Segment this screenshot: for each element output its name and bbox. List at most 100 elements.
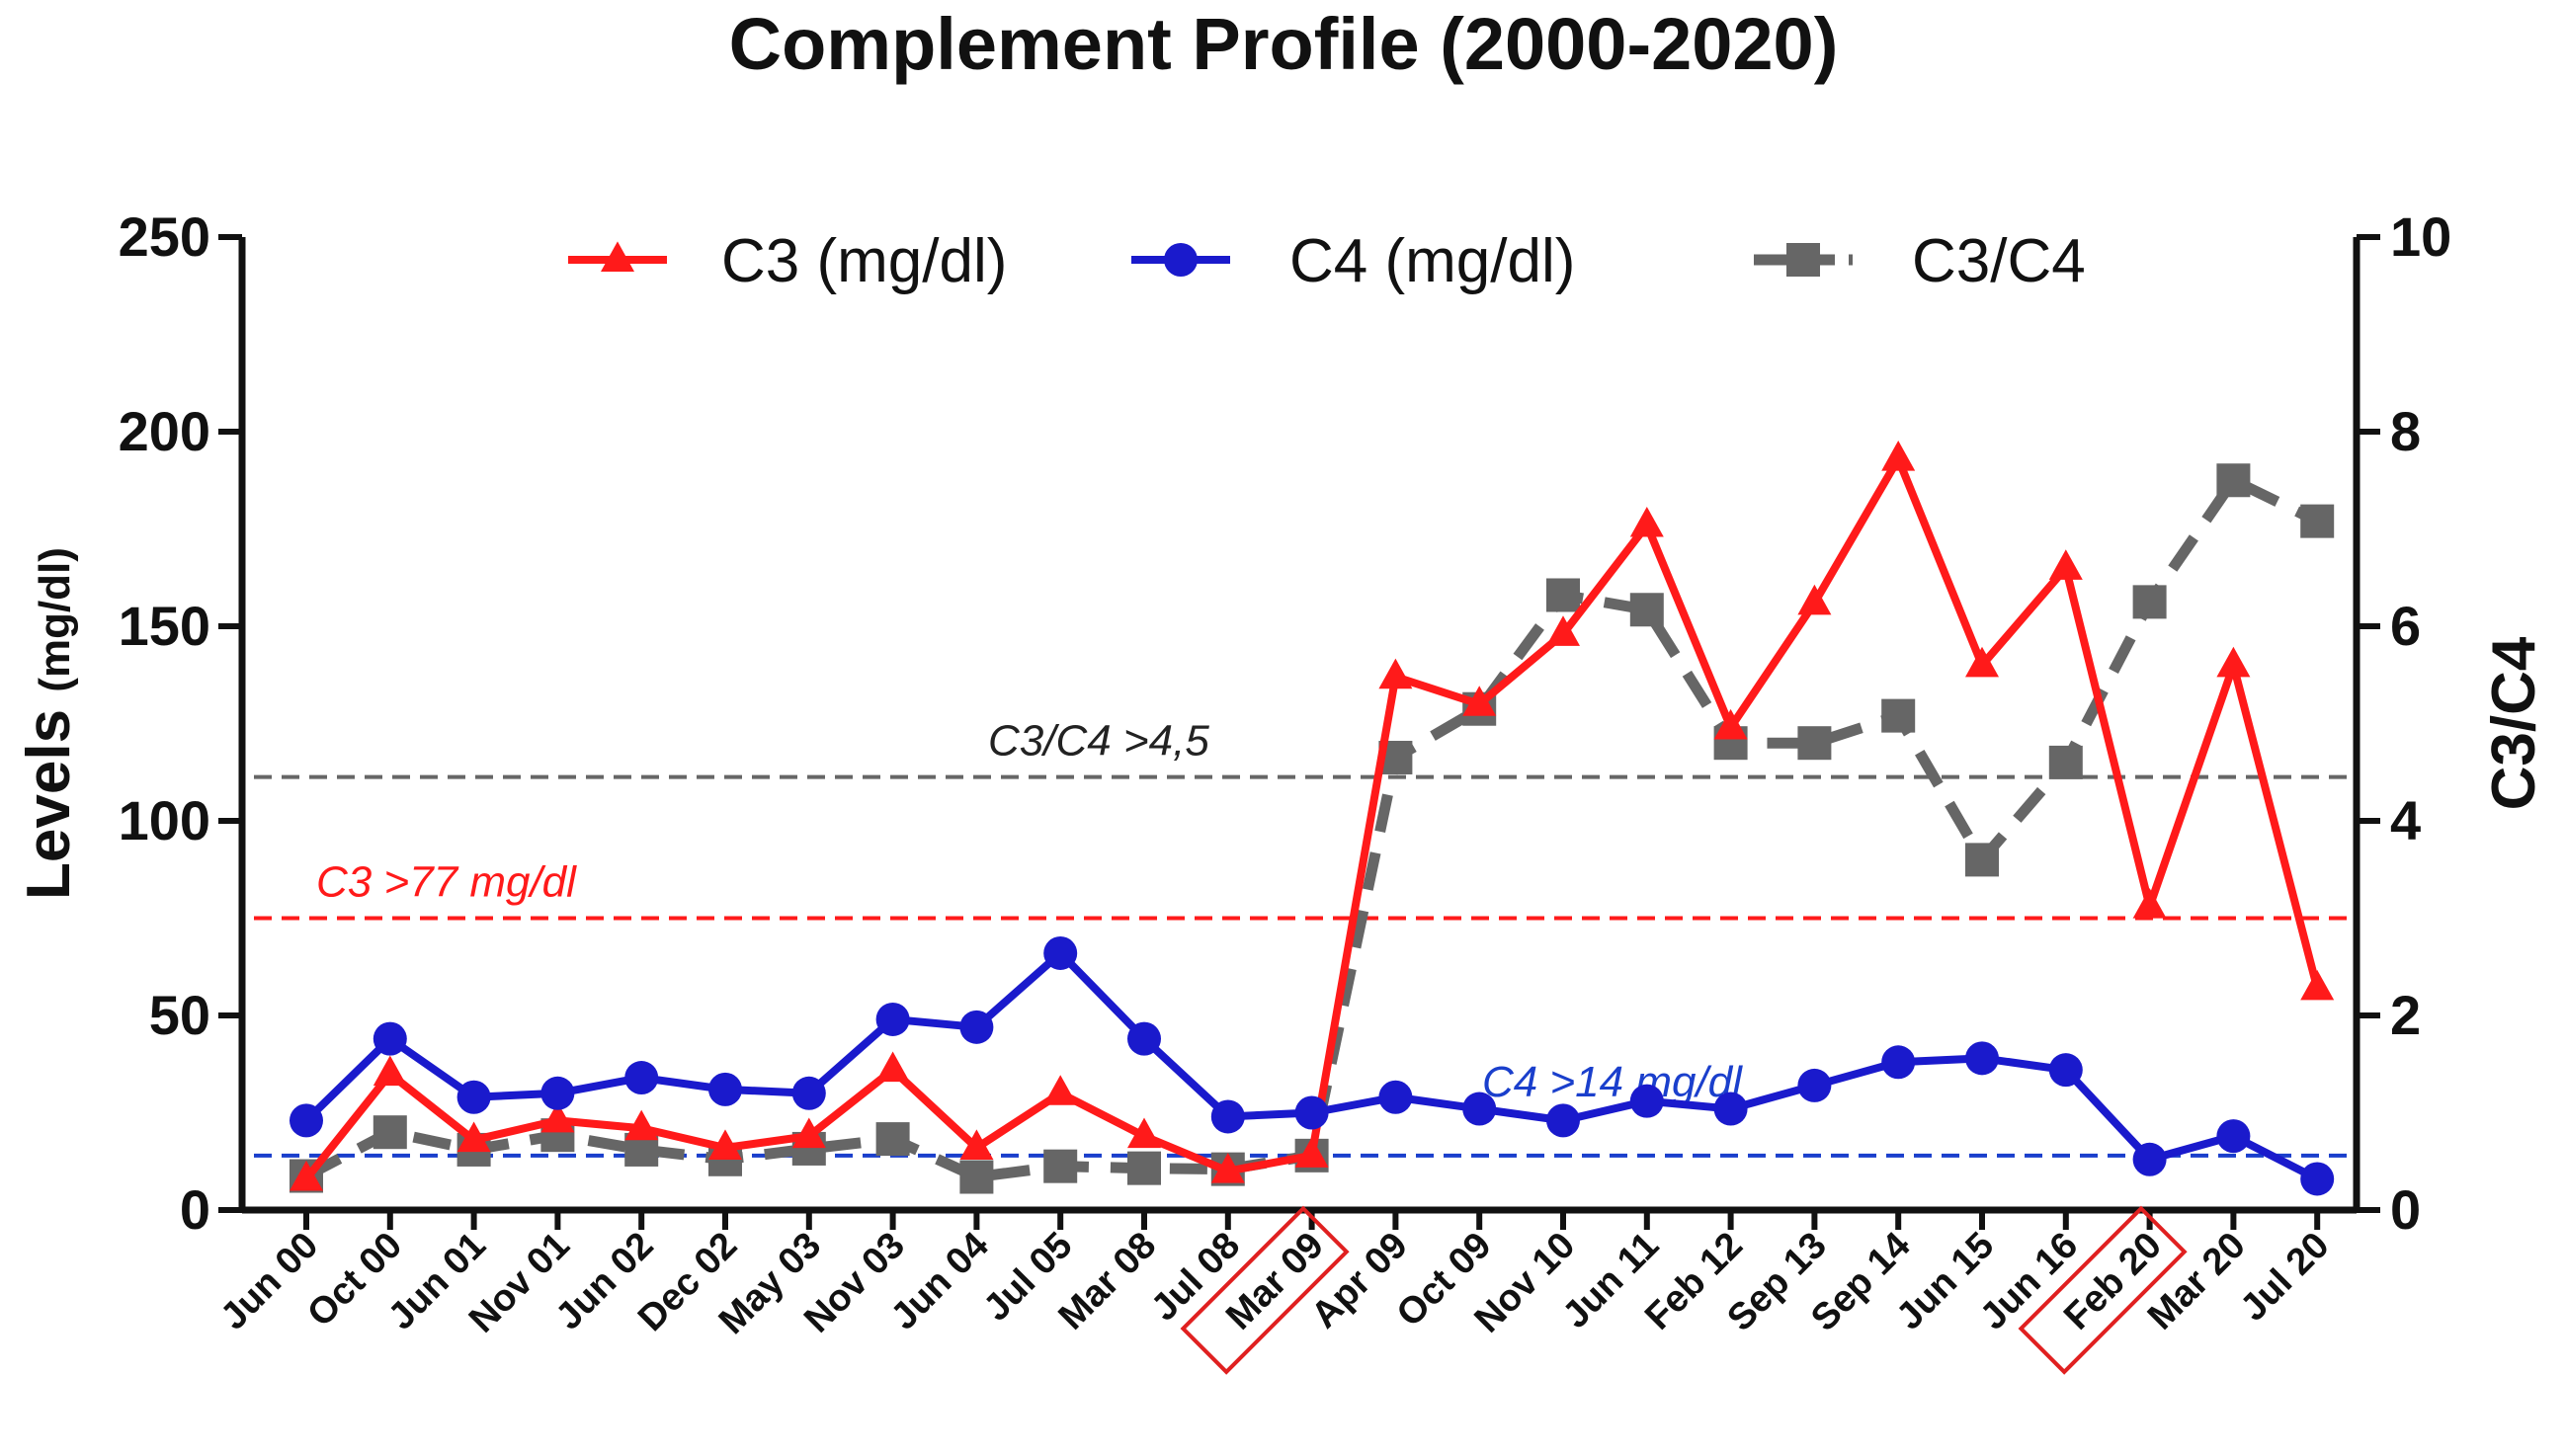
- ratio-marker: [2048, 745, 2083, 779]
- series-c3-line: [302, 454, 2322, 1181]
- chart-title: Complement Profile (2000-2020): [729, 3, 1839, 85]
- c3-marker: [1629, 506, 1664, 537]
- c3-marker: [1127, 1117, 1161, 1149]
- c3-marker: [601, 241, 634, 272]
- ratio-marker: [1965, 843, 1999, 877]
- highlight-box: [2018, 1205, 2188, 1375]
- c3-marker: [1797, 584, 1832, 615]
- ratio-marker: [2216, 463, 2251, 498]
- c3-marker: [624, 1109, 659, 1141]
- y-axis-title-main: Levels: [15, 692, 83, 900]
- right-axis-tick-label: 2: [2390, 984, 2421, 1046]
- threshold-label: C4 >14 mg/dl: [1482, 1058, 1743, 1106]
- c3-marker: [875, 1051, 910, 1083]
- legend-ratio-label: C3/C4: [1912, 227, 2086, 295]
- series-ratio-line: [303, 474, 2320, 1183]
- c3-marker: [1210, 1153, 1245, 1183]
- left-axis-tick-label: 0: [180, 1178, 210, 1241]
- legend-item-c3: C3 (mg/dl): [568, 227, 1007, 295]
- c4-marker: [1378, 1080, 1413, 1114]
- c4-marker: [1546, 1103, 1580, 1138]
- c3-marker: [959, 1129, 994, 1160]
- c4-marker: [1462, 1092, 1497, 1126]
- ratio-marker: [1786, 243, 1820, 277]
- c3-marker: [1546, 615, 1580, 646]
- c4-marker: [1043, 935, 1078, 970]
- c4-marker: [540, 1076, 575, 1110]
- right-axis-tick-label: 6: [2390, 595, 2421, 657]
- ratio-marker: [1127, 1151, 1161, 1185]
- legend-c3-label: C3 (mg/dl): [721, 227, 1007, 295]
- c4-marker: [290, 1103, 323, 1138]
- ratio-marker: [1546, 578, 1580, 612]
- legend-item-c4: C4 (mg/dl): [1131, 227, 1575, 295]
- left-axis-tick-label: 50: [149, 984, 210, 1046]
- c4-marker: [875, 1002, 910, 1036]
- c4-marker: [1629, 1084, 1664, 1118]
- y-axis-title-unit: (mg/dl): [31, 547, 79, 692]
- c3-marker: [1881, 440, 1916, 471]
- c3-marker: [2132, 888, 2167, 919]
- c3-marker: [2216, 646, 2251, 678]
- legend-item-ratio: C3/C4: [1754, 227, 2086, 295]
- right-axis-tick-label: 10: [2390, 205, 2451, 268]
- y-axis-title: Levels (mg/dl): [15, 547, 83, 900]
- right-axis-tick-label: 4: [2390, 789, 2421, 851]
- c4-marker: [1713, 1092, 1748, 1126]
- c4-marker: [959, 1010, 994, 1044]
- c4-marker: [1797, 1068, 1832, 1102]
- threshold-label: C3 >77 mg/dl: [316, 858, 577, 907]
- c4-marker: [1127, 1021, 1161, 1056]
- c3-marker: [540, 1101, 575, 1133]
- ratio-marker: [959, 1160, 994, 1194]
- ratio-marker: [2132, 585, 2167, 619]
- c3-marker: [2300, 969, 2335, 1001]
- ratio-marker: [875, 1122, 910, 1157]
- left-axis-tick-label: 200: [119, 400, 210, 462]
- c4-marker: [2216, 1119, 2251, 1154]
- c4-marker: [1881, 1045, 1916, 1080]
- right-axis-tick-label: 8: [2390, 400, 2421, 462]
- c4-marker: [2132, 1142, 2167, 1176]
- c4-marker: [708, 1072, 742, 1106]
- x-axis-tick-label: Jun 00: [213, 1225, 327, 1338]
- c4-marker: [373, 1021, 407, 1056]
- highlight-box: [1180, 1205, 1350, 1375]
- series-c3: [290, 440, 2335, 1191]
- c3-marker: [708, 1129, 742, 1160]
- c3-marker: [456, 1121, 491, 1153]
- c3-marker: [791, 1117, 826, 1149]
- c3-marker: [1713, 708, 1748, 740]
- c4-marker: [456, 1080, 491, 1114]
- c4-marker: [1210, 1099, 1245, 1134]
- highlight-rect: [2018, 1205, 2188, 1375]
- c4-marker: [624, 1061, 659, 1095]
- ratio-marker: [1043, 1149, 1078, 1183]
- c4-marker: [791, 1076, 826, 1110]
- y2-axis-title: C3/C4: [2480, 636, 2548, 810]
- c3-marker: [373, 1055, 407, 1087]
- c4-marker: [1965, 1041, 1999, 1076]
- c4-marker: [2300, 1162, 2335, 1196]
- ratio-marker: [373, 1115, 407, 1150]
- ratio-marker: [1629, 593, 1664, 627]
- series-c4: [290, 935, 2335, 1196]
- c4-marker: [1294, 1095, 1329, 1130]
- c3-marker: [290, 1160, 323, 1191]
- ratio-marker: [1797, 726, 1832, 761]
- c3-marker: [1378, 658, 1413, 689]
- left-axis-tick-label: 250: [119, 205, 210, 268]
- x-axis-tick-label: Jul 20: [2233, 1225, 2338, 1330]
- threshold-label: C3/C4 >4,5: [988, 717, 1209, 766]
- left-axis-tick-label: 100: [119, 789, 210, 851]
- legend-c4-label: C4 (mg/dl): [1289, 227, 1575, 295]
- ratio-marker: [2300, 504, 2335, 538]
- right-axis-tick-label: 0: [2390, 1178, 2421, 1241]
- c4-marker: [2048, 1053, 2083, 1088]
- c3-marker: [1294, 1137, 1329, 1168]
- c3-marker: [1462, 686, 1497, 716]
- left-axis-tick-label: 150: [119, 595, 210, 657]
- c3-marker: [2048, 549, 2083, 580]
- c4-marker: [1164, 243, 1198, 277]
